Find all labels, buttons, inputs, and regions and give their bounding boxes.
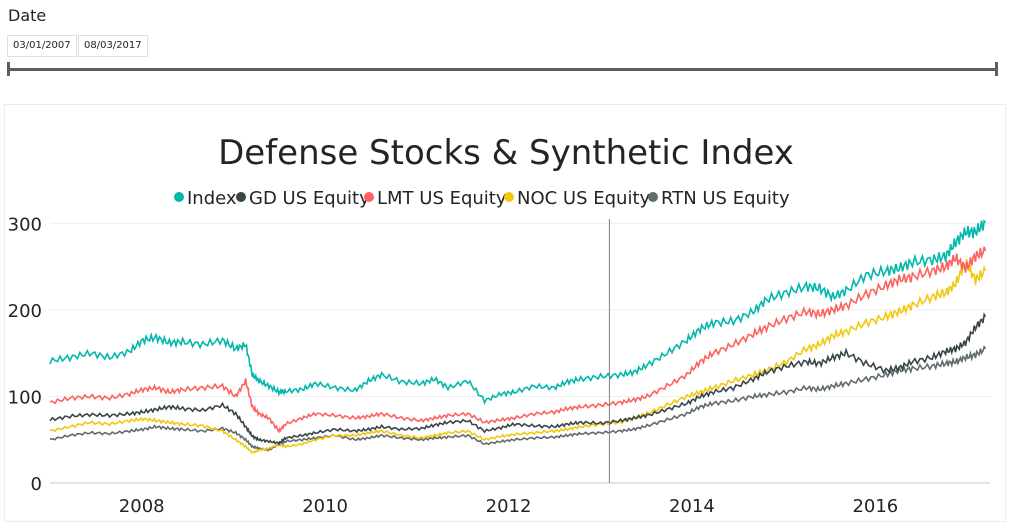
legend-item[interactable]: RTN US Equity [648, 188, 790, 209]
slicer-title: Date [8, 6, 47, 25]
y-tick-label: 100 [8, 387, 42, 408]
legend-label: GD US Equity [249, 188, 370, 209]
legend-marker [364, 192, 374, 202]
slider-end-handle[interactable] [995, 62, 998, 76]
x-axis: 2008 2010 2012 2014 2016 [119, 496, 898, 517]
legend: Index GD US Equity LMT US Equity NOC US Equ… [174, 188, 790, 209]
y-tick-label: 0 [31, 474, 42, 495]
legend-marker [648, 192, 658, 202]
legend-item[interactable]: GD US Equity [236, 188, 370, 209]
legend-label: LMT US Equity [377, 188, 507, 209]
legend-marker [504, 192, 514, 202]
legend-item[interactable]: LMT US Equity [364, 188, 507, 209]
chart-title: Defense Stocks & Synthetic Index [218, 133, 794, 173]
series-line-lmt-us-equity[interactable] [49, 246, 987, 434]
end-date-input[interactable]: 08/03/2017 [78, 35, 148, 57]
series-line-rtn-us-equity[interactable] [49, 345, 987, 452]
x-tick-label: 2016 [852, 496, 898, 517]
x-tick-label: 2010 [302, 496, 348, 517]
legend-marker [236, 192, 246, 202]
series-line-index[interactable] [49, 219, 986, 405]
legend-label: Index [187, 188, 237, 209]
legend-item[interactable]: NOC US Equity [504, 188, 651, 209]
grid-lines [50, 222, 990, 484]
slider-start-handle[interactable] [7, 62, 10, 76]
chart-visual[interactable] [4, 104, 1006, 522]
series-line-noc-us-equity[interactable] [49, 258, 987, 455]
start-date-input[interactable]: 03/01/2007 [7, 35, 77, 57]
series-lines [49, 219, 987, 455]
y-axis: 0 100 200 300 [8, 214, 42, 495]
x-tick-label: 2014 [669, 496, 715, 517]
y-tick-label: 200 [8, 301, 42, 322]
legend-item[interactable]: Index [174, 188, 237, 209]
legend-marker [174, 192, 184, 202]
date-range-slider[interactable] [9, 68, 997, 71]
legend-label: RTN US Equity [661, 188, 790, 209]
x-tick-label: 2008 [119, 496, 165, 517]
x-tick-label: 2012 [486, 496, 532, 517]
legend-label: NOC US Equity [517, 188, 651, 209]
y-tick-label: 300 [8, 214, 42, 235]
series-line-gd-us-equity[interactable] [49, 312, 987, 446]
